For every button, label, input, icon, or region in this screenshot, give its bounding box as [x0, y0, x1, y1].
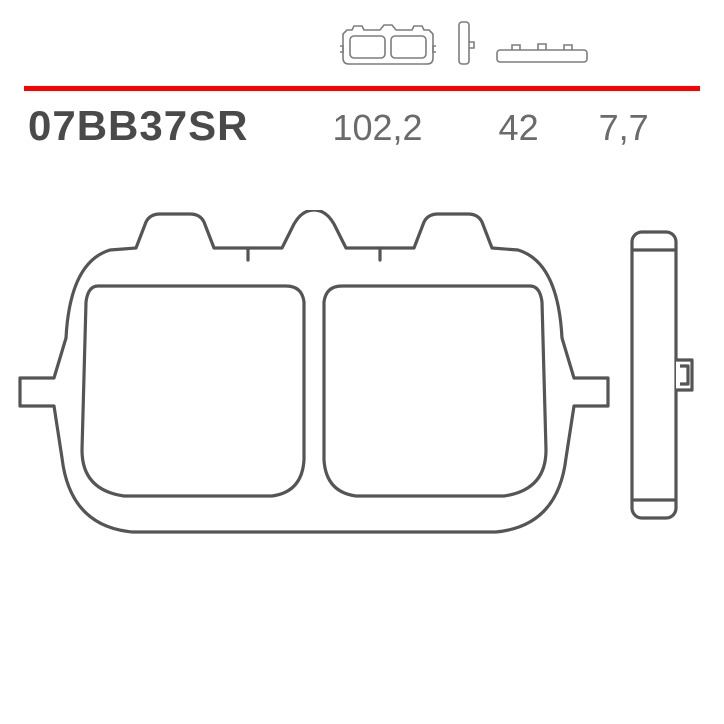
dim-width: 102,2: [332, 107, 422, 149]
pad-front-icon: [340, 16, 436, 68]
header-icon-row: [340, 16, 590, 68]
dim-height: 42: [499, 107, 539, 149]
part-number: 07BB37SR: [28, 102, 248, 150]
pad-side-icon: [454, 16, 476, 68]
brake-pad-front-drawing: [14, 210, 614, 545]
divider-line: [24, 86, 700, 91]
pad-top-icon: [494, 42, 590, 68]
dim-thick: 7,7: [599, 107, 649, 149]
brake-pad-side-drawing: [620, 210, 696, 545]
spec-row: 07BB37SR 102,2 42 7,7: [28, 102, 649, 150]
